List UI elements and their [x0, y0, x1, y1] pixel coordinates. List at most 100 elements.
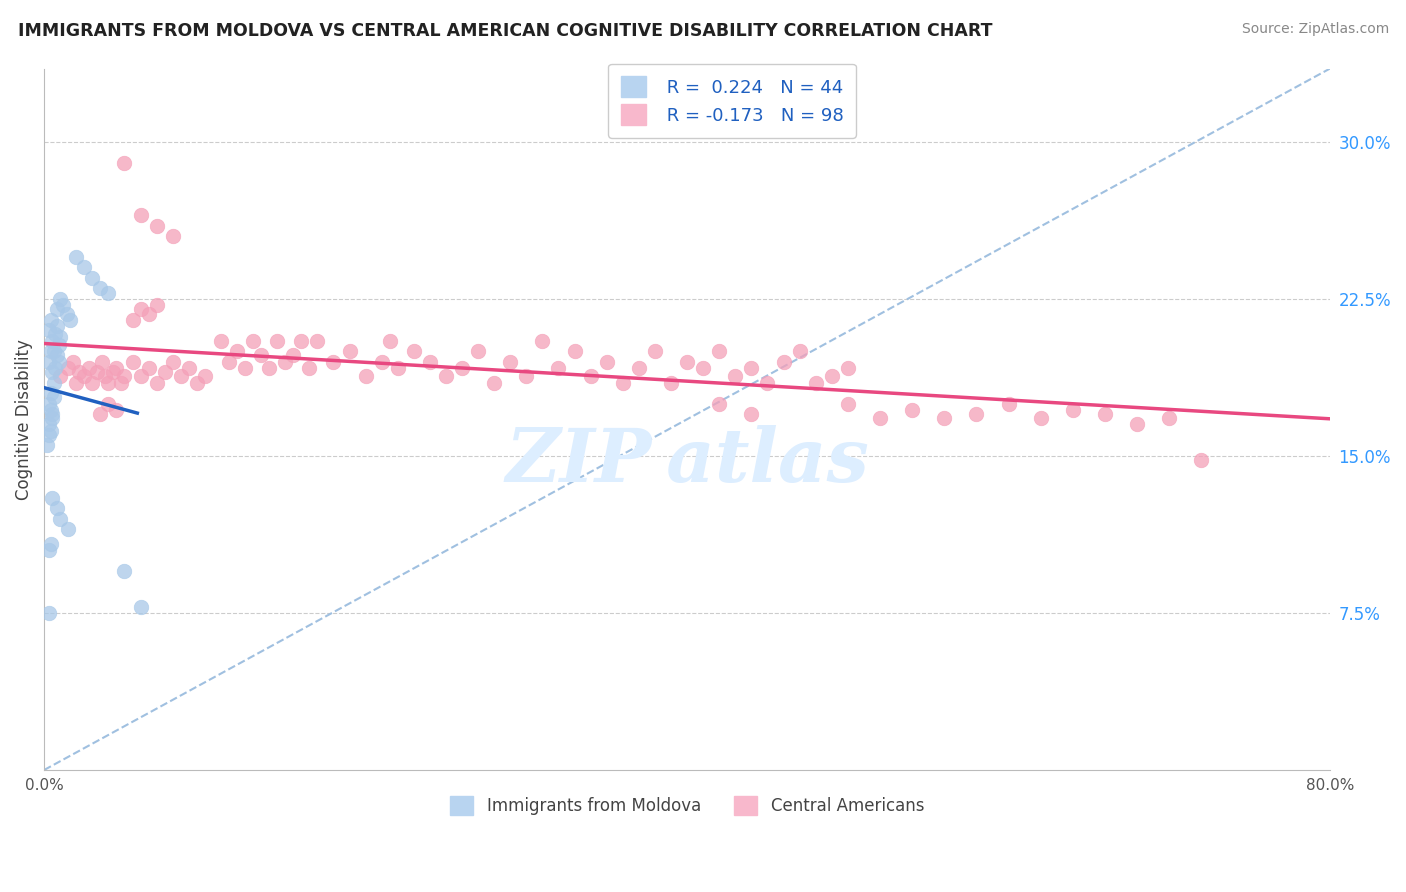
Point: [41, 411, 63, 425]
Point: [266, 334, 288, 348]
Point: [58, 361, 80, 376]
Point: [97, 285, 120, 300]
Point: [612, 376, 634, 390]
Point: [378, 334, 401, 348]
Point: [77, 361, 100, 376]
Point: [37, 438, 59, 452]
Point: [1029, 411, 1052, 425]
Point: [59, 313, 82, 327]
Point: [934, 411, 956, 425]
Point: [41, 491, 63, 505]
Text: IMMIGRANTS FROM MOLDOVA VS CENTRAL AMERICAN COGNITIVE DISABILITY CORRELATION CHA: IMMIGRANTS FROM MOLDOVA VS CENTRAL AMERI…: [18, 22, 993, 40]
Point: [402, 344, 425, 359]
Y-axis label: Cognitive Disability: Cognitive Disability: [15, 339, 32, 500]
Point: [38, 428, 60, 442]
Point: [44, 361, 66, 376]
Point: [55, 306, 77, 320]
Point: [49, 512, 72, 526]
Point: [48, 354, 70, 368]
Point: [49, 292, 72, 306]
Point: [290, 334, 312, 348]
Point: [1126, 417, 1149, 432]
Point: [274, 354, 297, 368]
Point: [162, 354, 184, 368]
Point: [145, 219, 167, 233]
Point: [218, 354, 240, 368]
Point: [1062, 402, 1084, 417]
Point: [676, 354, 699, 368]
Point: [46, 302, 69, 317]
Point: [82, 376, 104, 390]
Point: [91, 354, 114, 368]
Point: [39, 537, 62, 551]
Point: [370, 354, 392, 368]
Point: [138, 306, 160, 320]
Point: [49, 369, 72, 384]
Point: [39, 402, 62, 417]
Point: [419, 354, 441, 368]
Point: [46, 501, 69, 516]
Point: [38, 606, 60, 620]
Point: [531, 334, 554, 348]
Point: [354, 369, 377, 384]
Point: [41, 407, 63, 421]
Point: [1094, 407, 1116, 421]
Point: [58, 522, 80, 536]
Point: [38, 417, 60, 432]
Point: [97, 376, 120, 390]
Point: [644, 344, 666, 359]
Point: [901, 402, 924, 417]
Point: [129, 599, 152, 614]
Point: [162, 229, 184, 244]
Point: [515, 369, 537, 384]
Point: [283, 348, 305, 362]
Point: [659, 376, 682, 390]
Point: [257, 361, 280, 376]
Point: [451, 361, 474, 376]
Point: [837, 396, 859, 410]
Point: [434, 369, 457, 384]
Point: [46, 319, 69, 334]
Point: [42, 390, 65, 404]
Point: [307, 334, 329, 348]
Point: [89, 407, 111, 421]
Point: [138, 361, 160, 376]
Point: [65, 250, 87, 264]
Point: [42, 344, 65, 359]
Point: [965, 407, 987, 421]
Point: [114, 369, 136, 384]
Point: [804, 376, 827, 390]
Point: [322, 354, 344, 368]
Point: [170, 369, 193, 384]
Point: [250, 348, 273, 362]
Point: [233, 361, 256, 376]
Point: [69, 365, 91, 379]
Point: [740, 361, 762, 376]
Point: [724, 369, 747, 384]
Point: [39, 313, 62, 327]
Point: [82, 271, 104, 285]
Point: [692, 361, 714, 376]
Legend: Immigrants from Moldova, Central Americans: Immigrants from Moldova, Central America…: [440, 786, 934, 825]
Point: [73, 369, 96, 384]
Point: [39, 344, 62, 359]
Point: [298, 361, 321, 376]
Point: [89, 281, 111, 295]
Point: [837, 361, 859, 376]
Point: [869, 411, 891, 425]
Point: [789, 344, 811, 359]
Point: [41, 365, 63, 379]
Point: [242, 334, 264, 348]
Point: [105, 361, 128, 376]
Point: [709, 396, 731, 410]
Point: [94, 369, 117, 384]
Point: [821, 369, 844, 384]
Point: [186, 376, 208, 390]
Point: [129, 208, 152, 222]
Point: [547, 361, 569, 376]
Point: [997, 396, 1019, 410]
Point: [1191, 453, 1213, 467]
Point: [38, 543, 60, 558]
Point: [579, 369, 602, 384]
Point: [145, 376, 167, 390]
